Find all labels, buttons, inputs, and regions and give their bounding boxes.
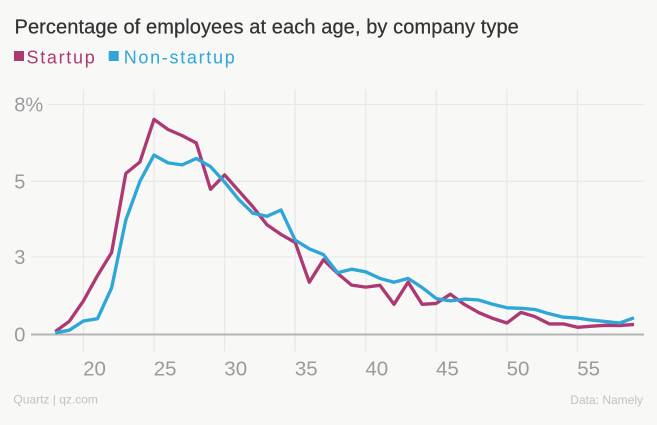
svg-text:55: 55 [577,358,600,381]
svg-text:5: 5 [14,171,25,193]
svg-text:25: 25 [154,358,177,381]
svg-text:40: 40 [365,358,388,381]
svg-text:Quartz | qz.com: Quartz | qz.com [13,392,97,406]
svg-text:Percentage of employees at eac: Percentage of employees at each age, by … [15,16,519,38]
svg-text:0: 0 [14,325,25,347]
svg-text:Startup: Startup [27,47,97,67]
svg-text:3: 3 [14,247,25,269]
svg-text:20: 20 [83,358,106,381]
svg-text:8%: 8% [14,95,43,117]
svg-text:Non-startup: Non-startup [124,47,237,67]
svg-text:30: 30 [224,358,247,381]
svg-text:50: 50 [507,358,530,381]
svg-text:45: 45 [436,358,459,381]
svg-text:35: 35 [295,358,318,381]
svg-text:Data: Namely: Data: Namely [570,393,643,407]
